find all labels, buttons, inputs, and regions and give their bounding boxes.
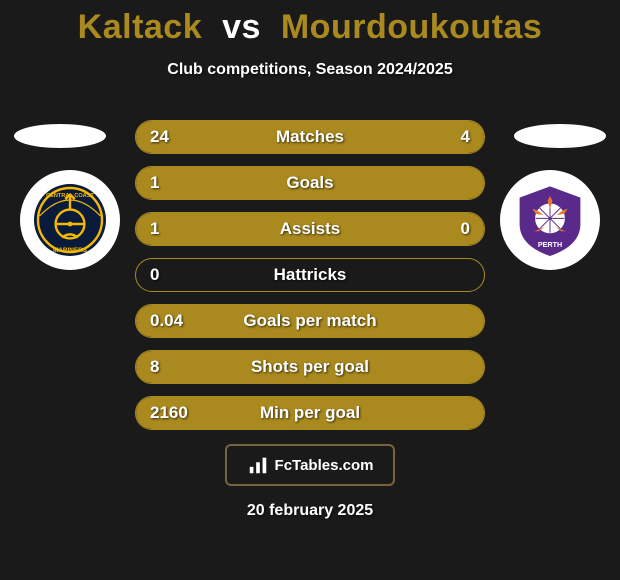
- stat-fill-left: [136, 167, 484, 199]
- page-title: Kaltack vs Mourdoukoutas: [0, 0, 620, 47]
- stat-label: Hattricks: [136, 259, 484, 291]
- brand-text: FcTables.com: [275, 457, 374, 474]
- deco-ellipse-left: [14, 124, 106, 148]
- team-right-logo: PERTH: [500, 170, 600, 270]
- svg-text:PERTH: PERTH: [538, 240, 562, 249]
- svg-text:MARINERS: MARINERS: [53, 247, 88, 254]
- stat-fill-right: [407, 213, 484, 245]
- perth-glory-crest-icon: PERTH: [510, 180, 590, 260]
- stat-row: 244Matches: [135, 120, 485, 154]
- stat-value-right: 4: [461, 121, 470, 153]
- stat-value-left: 1: [150, 167, 159, 199]
- mariners-crest-icon: CENTRAL COAST MARINERS: [30, 180, 110, 260]
- stat-value-left: 0: [150, 259, 159, 291]
- stat-fill-left: [136, 213, 407, 245]
- stat-row: 10Assists: [135, 212, 485, 246]
- stats-panel: 244Matches1Goals10Assists0Hattricks0.04G…: [135, 120, 485, 442]
- player1-name: Kaltack: [78, 8, 202, 46]
- stat-fill-left: [136, 305, 484, 337]
- player2-name: Mourdoukoutas: [281, 8, 542, 46]
- stat-value-right: 0: [461, 213, 470, 245]
- footer-date: 20 february 2025: [0, 502, 620, 520]
- stat-row: 0.04Goals per match: [135, 304, 485, 338]
- brand-badge: FcTables.com: [225, 444, 395, 486]
- vs-text: vs: [222, 8, 261, 46]
- stat-value-left: 1: [150, 213, 159, 245]
- stat-value-left: 8: [150, 351, 159, 383]
- stat-fill-left: [136, 351, 484, 383]
- stat-fill-right: [407, 121, 484, 153]
- stat-value-left: 24: [150, 121, 169, 153]
- stat-row: 2160Min per goal: [135, 396, 485, 430]
- stat-row: 8Shots per goal: [135, 350, 485, 384]
- bar-chart-icon: [247, 454, 269, 476]
- stat-row: 1Goals: [135, 166, 485, 200]
- stat-fill-left: [136, 397, 484, 429]
- subtitle: Club competitions, Season 2024/2025: [0, 61, 620, 79]
- deco-ellipse-right: [514, 124, 606, 148]
- stat-value-left: 0.04: [150, 305, 183, 337]
- stat-fill-left: [136, 121, 407, 153]
- stat-row: 0Hattricks: [135, 258, 485, 292]
- team-left-logo: CENTRAL COAST MARINERS: [20, 170, 120, 270]
- svg-text:CENTRAL COAST: CENTRAL COAST: [46, 193, 94, 199]
- stat-value-left: 2160: [150, 397, 188, 429]
